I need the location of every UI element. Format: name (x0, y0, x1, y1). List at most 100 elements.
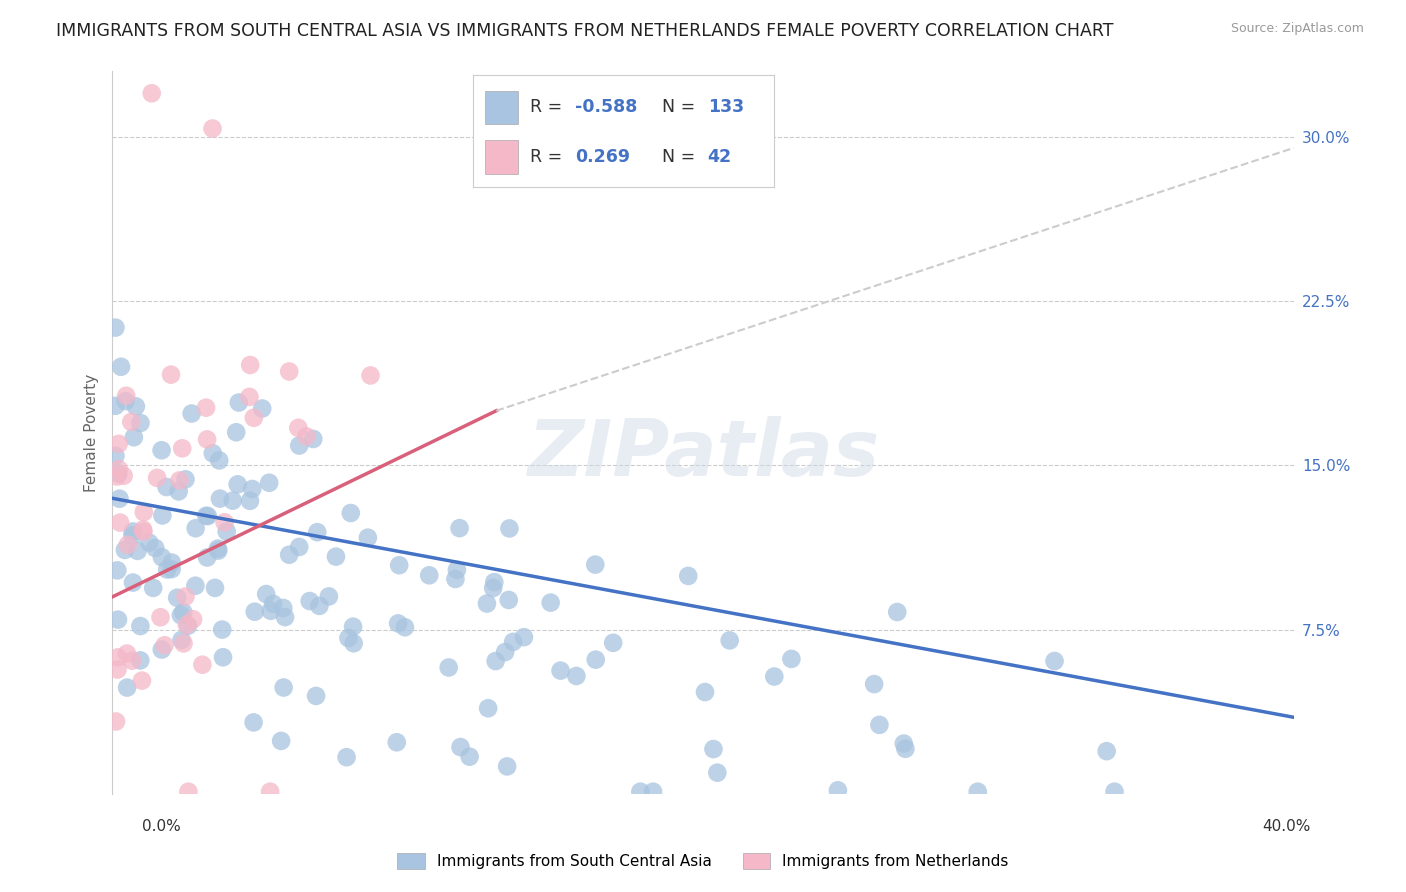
Point (693, 685, 716, 699)
Point (107, 663, 129, 677)
Point (1095, 744, 1118, 758)
Point (325, 549, 347, 564)
Point (114, 394, 136, 409)
Point (107, 613, 129, 627)
Point (477, 701, 499, 715)
Point (475, 597, 498, 611)
Point (394, 620, 416, 634)
Point (132, 524, 155, 539)
Point (565, 669, 588, 683)
Text: 0.0%: 0.0% (142, 820, 181, 834)
Point (191, 657, 214, 672)
Point (115, 647, 138, 661)
Point (105, 714, 128, 729)
Point (167, 484, 190, 499)
Text: Source: ZipAtlas.com: Source: ZipAtlas.com (1230, 22, 1364, 36)
Point (155, 480, 177, 494)
Point (886, 605, 908, 619)
Point (337, 631, 360, 645)
Point (418, 568, 440, 582)
Point (678, 569, 700, 583)
Point (305, 689, 328, 703)
Point (207, 541, 229, 556)
Point (259, 785, 281, 799)
Point (868, 718, 890, 732)
Point (357, 531, 380, 545)
Point (444, 572, 467, 586)
Point (827, 783, 849, 797)
Point (307, 525, 329, 540)
Point (176, 617, 198, 632)
Point (174, 590, 197, 604)
Point (214, 516, 236, 530)
Point (641, 785, 664, 799)
Point (228, 395, 250, 409)
Point (156, 562, 179, 576)
Point (298, 594, 321, 608)
Point (129, 619, 152, 633)
Point (1104, 785, 1126, 799)
Point (288, 540, 311, 554)
Point (208, 453, 231, 467)
Point (195, 508, 218, 523)
Point (212, 650, 235, 665)
Point (107, 437, 129, 451)
Point (250, 401, 273, 416)
Point (166, 591, 188, 605)
Point (105, 563, 128, 577)
Point (184, 521, 207, 535)
Point (502, 635, 524, 649)
Point (496, 759, 519, 773)
Point (195, 433, 218, 447)
Point (242, 715, 264, 730)
Point (141, 87, 163, 101)
Legend: Immigrants from South Central Asia, Immigrants from Netherlands: Immigrants from South Central Asia, Immi… (391, 847, 1015, 875)
Point (342, 620, 364, 634)
Point (160, 368, 183, 382)
Point (343, 636, 366, 650)
Point (177, 618, 200, 632)
Point (1043, 654, 1066, 668)
Point (204, 581, 226, 595)
Point (585, 652, 607, 666)
Point (215, 524, 238, 539)
Point (104, 449, 127, 463)
Point (104, 320, 127, 334)
Point (222, 493, 245, 508)
Point (270, 734, 292, 748)
Point (104, 399, 127, 413)
Point (120, 415, 142, 429)
Point (262, 597, 284, 611)
Point (339, 506, 361, 520)
Point (494, 645, 516, 659)
Point (150, 550, 173, 565)
Point (195, 550, 218, 565)
Point (602, 636, 624, 650)
Point (308, 599, 330, 613)
Point (302, 432, 325, 446)
Point (706, 765, 728, 780)
Point (702, 742, 724, 756)
Point (718, 633, 741, 648)
Point (125, 400, 148, 414)
Point (207, 543, 229, 558)
Point (121, 528, 143, 542)
Point (129, 653, 152, 667)
Point (271, 601, 294, 615)
Point (498, 593, 520, 607)
Point (131, 673, 153, 688)
Point (112, 468, 135, 483)
Point (122, 430, 145, 444)
Point (115, 681, 138, 695)
Point (142, 581, 165, 595)
Point (122, 575, 145, 590)
Point (127, 544, 149, 558)
Point (107, 462, 129, 476)
Point (239, 493, 262, 508)
Point (240, 482, 263, 496)
Point (238, 390, 260, 404)
Point (152, 508, 174, 523)
Point (863, 677, 886, 691)
Point (295, 429, 318, 443)
Point (174, 472, 197, 486)
